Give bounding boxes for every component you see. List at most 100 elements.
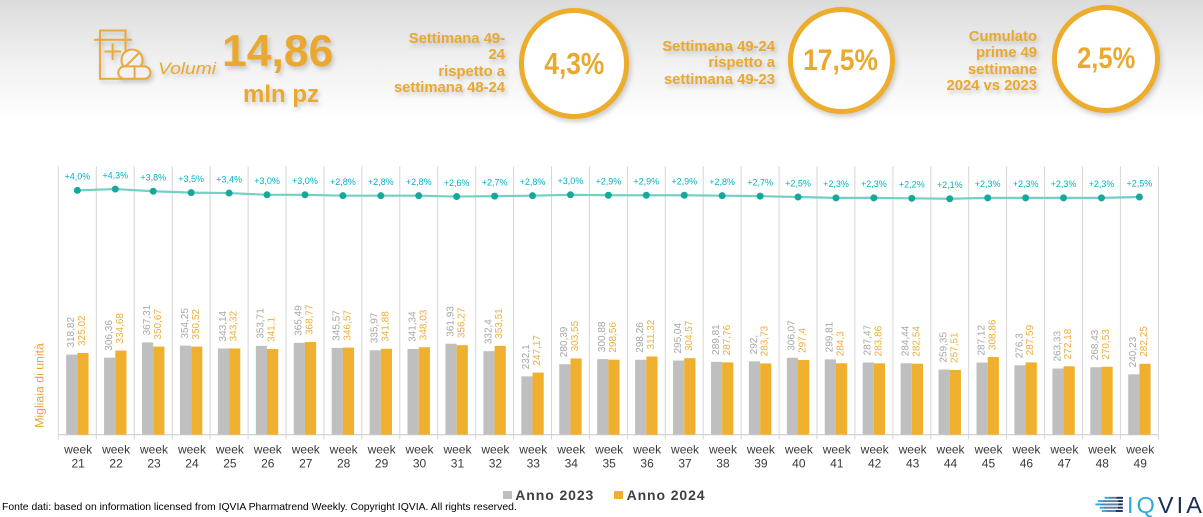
svg-text:298,56: 298,56 [608, 322, 619, 353]
svg-text:284,44: 284,44 [901, 325, 912, 356]
svg-text:283,73: 283,73 [760, 325, 771, 356]
svg-text:232,1: 232,1 [521, 344, 532, 369]
svg-text:332,4: 332,4 [483, 319, 494, 344]
svg-text:259,35: 259,35 [938, 332, 949, 363]
svg-text:365,49: 365,49 [294, 305, 305, 336]
svg-text:week: week [253, 443, 283, 457]
svg-text:+3,4%: +3,4% [216, 174, 242, 184]
svg-text:299,81: 299,81 [825, 321, 836, 352]
svg-text:week: week [556, 443, 586, 457]
svg-text:36: 36 [640, 457, 654, 471]
svg-text:week: week [329, 443, 359, 457]
svg-text:+2,9%: +2,9% [671, 177, 697, 187]
svg-text:341,88: 341,88 [380, 311, 391, 342]
svg-text:303,55: 303,55 [570, 320, 581, 351]
svg-text:+2,1%: +2,1% [937, 180, 963, 190]
svg-text:287,59: 287,59 [1025, 324, 1036, 355]
svg-text:46: 46 [1020, 457, 1034, 471]
svg-text:40: 40 [792, 457, 806, 471]
svg-text:280,39: 280,39 [559, 326, 570, 357]
svg-text:27: 27 [299, 457, 313, 471]
svg-text:345,57: 345,57 [332, 310, 343, 341]
svg-text:38: 38 [716, 457, 730, 471]
svg-text:348,03: 348,03 [418, 309, 429, 340]
svg-text:28: 28 [337, 457, 351, 471]
svg-text:+2,9%: +2,9% [633, 177, 659, 187]
svg-text:26: 26 [261, 457, 275, 471]
svg-text:292,: 292, [749, 335, 760, 354]
svg-text:+2,8%: +2,8% [330, 177, 356, 187]
svg-text:+4,0%: +4,0% [64, 172, 90, 182]
svg-text:268,43: 268,43 [1090, 329, 1101, 360]
svg-text:48: 48 [1096, 457, 1110, 471]
svg-text:297,4: 297,4 [798, 327, 809, 352]
svg-text:350,67: 350,67 [153, 309, 164, 340]
svg-text:361,93: 361,93 [445, 306, 456, 337]
svg-text:45: 45 [982, 457, 996, 471]
svg-text:32: 32 [489, 457, 503, 471]
svg-text:240,23: 240,23 [1128, 336, 1139, 367]
svg-text:week: week [101, 443, 131, 457]
svg-text:+2,2%: +2,2% [899, 180, 925, 190]
svg-text:+2,5%: +2,5% [1127, 178, 1153, 188]
svg-text:week: week [746, 443, 776, 457]
svg-text:30: 30 [413, 457, 427, 471]
svg-text:49: 49 [1134, 457, 1148, 471]
svg-text:week: week [898, 443, 928, 457]
svg-text:week: week [63, 443, 93, 457]
svg-text:300,88: 300,88 [597, 321, 608, 352]
svg-text:44: 44 [944, 457, 958, 471]
svg-text:+2,3%: +2,3% [1051, 179, 1077, 189]
svg-text:week: week [594, 443, 624, 457]
svg-text:343,32: 343,32 [229, 310, 240, 341]
svg-text:31: 31 [451, 457, 465, 471]
svg-text:week: week [291, 443, 321, 457]
svg-text:+3,5%: +3,5% [178, 174, 204, 184]
svg-text:+2,7%: +2,7% [482, 177, 508, 187]
svg-text:week: week [367, 443, 397, 457]
svg-text:247,17: 247,17 [532, 335, 543, 366]
svg-text:311,32: 311,32 [646, 319, 657, 349]
svg-text:+4,3%: +4,3% [102, 170, 128, 180]
svg-text:282,25: 282,25 [1139, 326, 1150, 357]
svg-text:304,57: 304,57 [684, 320, 695, 351]
svg-text:343,14: 343,14 [218, 310, 229, 341]
svg-text:+2,9%: +2,9% [595, 177, 621, 187]
svg-text:week: week [518, 443, 548, 457]
svg-text:+2,8%: +2,8% [709, 177, 735, 187]
svg-text:34: 34 [565, 457, 579, 471]
svg-text:283,86: 283,86 [874, 325, 885, 356]
svg-text:318,82: 318,82 [66, 317, 77, 348]
svg-text:22: 22 [109, 457, 123, 471]
svg-text:IQVIA: IQVIA [1127, 492, 1203, 517]
svg-text:295,04: 295,04 [673, 323, 684, 354]
svg-text:39: 39 [754, 457, 768, 471]
svg-text:350,52: 350,52 [191, 309, 202, 340]
svg-text:week: week [936, 443, 966, 457]
svg-text:334,68: 334,68 [115, 313, 126, 344]
svg-text:week: week [1011, 443, 1041, 457]
svg-text:346,57: 346,57 [342, 310, 353, 341]
svg-text:298,26: 298,26 [635, 322, 646, 353]
svg-text:week: week [139, 443, 169, 457]
svg-text:24: 24 [185, 457, 199, 471]
svg-text:353,51: 353,51 [494, 308, 505, 339]
svg-text:308,86: 308,86 [987, 319, 998, 350]
svg-text:354,25: 354,25 [180, 308, 191, 339]
svg-text:+2,3%: +2,3% [861, 179, 887, 189]
svg-text:week: week [973, 443, 1003, 457]
svg-text:+2,5%: +2,5% [785, 178, 811, 188]
svg-text:+2,3%: +2,3% [823, 179, 849, 189]
svg-text:284,3: 284,3 [836, 331, 847, 356]
svg-text:+3,8%: +3,8% [140, 173, 166, 183]
svg-text:week: week [442, 443, 472, 457]
svg-text:week: week [860, 443, 890, 457]
svg-text:29: 29 [375, 457, 389, 471]
svg-text:368,77: 368,77 [305, 304, 316, 335]
svg-text:23: 23 [147, 457, 161, 471]
svg-text:341,34: 341,34 [407, 311, 418, 342]
svg-text:week: week [708, 443, 738, 457]
svg-text:week: week [177, 443, 207, 457]
svg-text:257,51: 257,51 [949, 332, 960, 363]
svg-text:week: week [1049, 443, 1079, 457]
